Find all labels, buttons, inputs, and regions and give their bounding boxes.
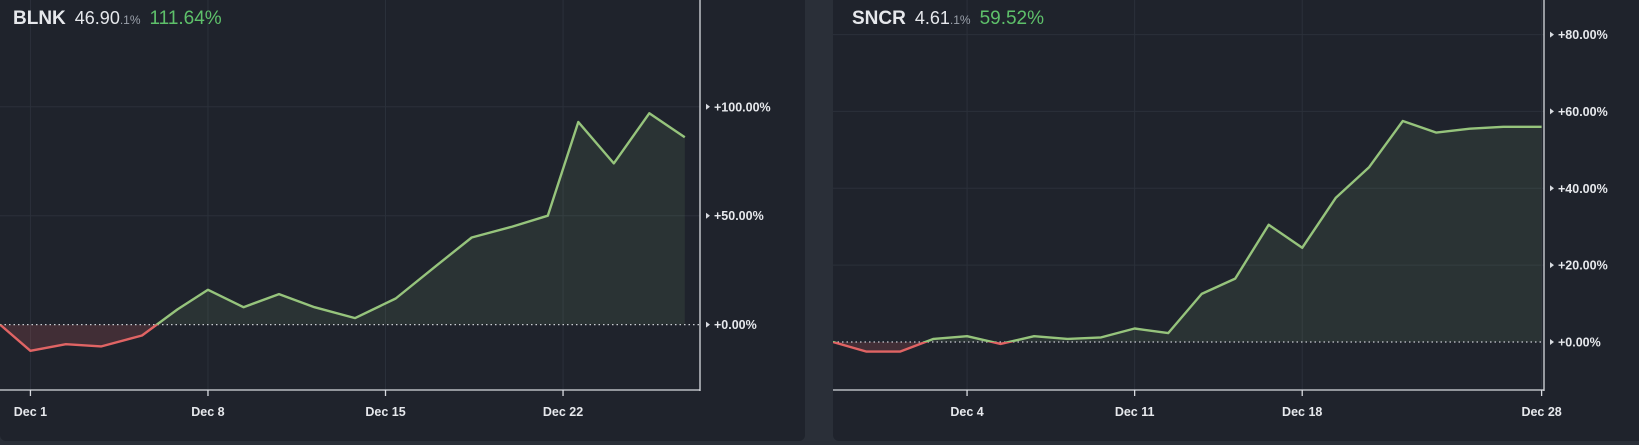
- data-point: [393, 296, 399, 302]
- data-point: [998, 341, 1004, 347]
- data-point: [312, 304, 318, 310]
- x-tick-label: Dec 28: [1521, 405, 1561, 419]
- data-point: [139, 333, 145, 339]
- x-tick-label: Dec 18: [1282, 405, 1322, 419]
- data-point: [509, 224, 515, 230]
- y-tick-label: +0.00%: [714, 318, 757, 332]
- data-point: [175, 306, 181, 312]
- data-point: [897, 349, 903, 355]
- data-point: [1165, 330, 1171, 336]
- data-point: [1232, 276, 1238, 282]
- data-point: [1098, 334, 1104, 340]
- data-point: [1065, 336, 1071, 342]
- gain-area: [925, 121, 1542, 342]
- blnk-line-chart[interactable]: +0.00% +50.00% +100.00% Dec 1 Dec 8 Dec 15 Dec…: [0, 0, 805, 441]
- y-tick-marker: [706, 321, 710, 328]
- data-point: [611, 160, 617, 166]
- data-point: [1132, 326, 1138, 332]
- data-point: [98, 343, 104, 349]
- gain-area: [0, 113, 685, 325]
- data-point: [1366, 164, 1372, 170]
- data-point: [545, 213, 551, 219]
- data-point: [1199, 291, 1205, 297]
- data-point: [964, 333, 970, 339]
- data-point: [433, 263, 439, 269]
- data-point: [1400, 118, 1406, 124]
- percent-change: 59.52%: [979, 8, 1045, 29]
- data-point: [1031, 333, 1037, 339]
- y-tick-marker: [1550, 31, 1554, 38]
- y-tick-marker: [1550, 338, 1554, 345]
- series-line-gain: [833, 119, 1542, 342]
- y-tick-marker: [706, 212, 710, 219]
- x-tick-label: Dec 15: [365, 405, 405, 419]
- decimals-indicator: .1%: [119, 13, 141, 27]
- loss-area: [833, 341, 1542, 352]
- y-tick-label: +50.00%: [714, 209, 764, 223]
- data-point: [63, 341, 69, 347]
- data-point: [1266, 222, 1272, 228]
- sncr-line-chart[interactable]: +0.00% +20.00% +40.00% +60.00% +80.00% Dec 4 D…: [833, 0, 1639, 441]
- y-tick-marker: [706, 103, 710, 110]
- data-point: [241, 304, 247, 310]
- y-tick-marker: [1550, 108, 1554, 115]
- data-point: [1500, 124, 1506, 130]
- decimals-indicator: .1%: [949, 13, 971, 27]
- series-line-loss: [0, 324, 159, 352]
- data-point: [833, 339, 836, 345]
- y-tick-label: +80.00%: [1558, 28, 1608, 42]
- y-tick-label: +100.00%: [714, 100, 771, 114]
- y-tick-marker: [1550, 262, 1554, 269]
- y-tick-label: +20.00%: [1558, 259, 1608, 273]
- sncr-chart-panel: SNCR 4.61.1% 59.52% +0.00% +20.00% +40.00% +6…: [833, 0, 1639, 441]
- ticker-symbol[interactable]: BLNK: [13, 8, 66, 29]
- data-point: [27, 348, 33, 354]
- data-point: [1333, 195, 1339, 201]
- data-point: [864, 349, 870, 355]
- data-point: [276, 291, 282, 297]
- x-tick-label: Dec 4: [950, 405, 983, 419]
- price: 4.61: [914, 8, 950, 28]
- percent-change: 111.64%: [149, 8, 222, 29]
- x-tick-label: Dec 8: [191, 405, 224, 419]
- chart-header: SNCR 4.61.1% 59.52%: [852, 8, 1044, 30]
- loss-area: [0, 324, 157, 351]
- y-tick-label: +60.00%: [1558, 105, 1608, 119]
- ticker-symbol[interactable]: SNCR: [852, 8, 906, 29]
- data-point: [931, 336, 937, 342]
- y-tick-label: +0.00%: [1558, 335, 1601, 349]
- x-tick-label: Dec 22: [543, 405, 583, 419]
- data-point: [682, 134, 688, 140]
- data-point: [1299, 245, 1305, 251]
- series-line-gain: [0, 112, 686, 325]
- data-point: [1467, 126, 1473, 132]
- data-point: [352, 315, 358, 321]
- x-tick-label: Dec 11: [1115, 405, 1155, 419]
- blnk-chart-panel: BLNK 46.90.1% 111.64% +0.00% +50.00% +100.00…: [0, 0, 805, 441]
- data-point: [575, 119, 581, 125]
- y-tick-marker: [1550, 185, 1554, 192]
- data-point: [1433, 130, 1439, 136]
- x-tick-label: Dec 1: [14, 405, 47, 419]
- data-point: [469, 235, 475, 241]
- price: 46.90: [74, 8, 120, 28]
- chart-header: BLNK 46.90.1% 111.64%: [13, 8, 222, 30]
- data-point: [646, 110, 652, 116]
- y-tick-label: +40.00%: [1558, 182, 1608, 196]
- data-point: [205, 287, 211, 293]
